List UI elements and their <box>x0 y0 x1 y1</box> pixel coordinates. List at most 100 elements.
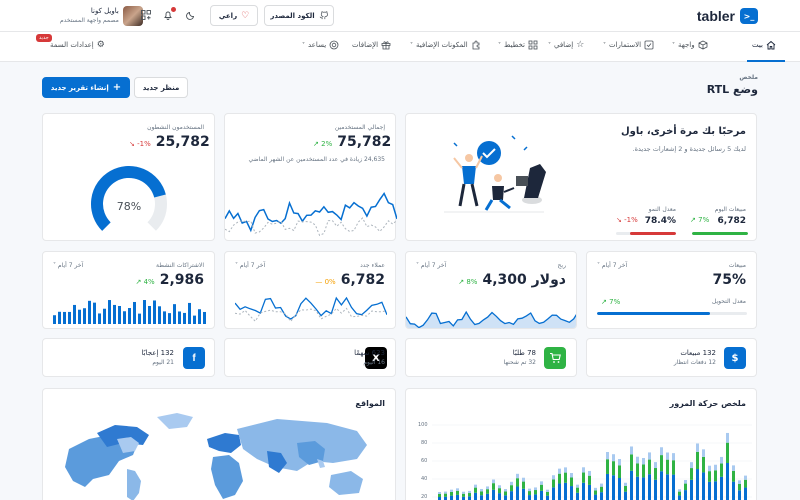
traffic-bar-segment <box>588 470 591 476</box>
bell-icon[interactable] <box>163 10 173 20</box>
new-view-button[interactable]: منظر جديد <box>134 77 188 98</box>
traffic-bar-segment <box>474 492 477 500</box>
gauge-percent-label: 78% <box>116 200 142 213</box>
nav-item-addons[interactable]: الإضافات <box>352 40 391 50</box>
main-nav: بيت ˅ واجهة ˅ الاستمارات ˅ إضافي ☆ ˅ تخط… <box>0 32 800 62</box>
source-code-label: الكود المصدر <box>270 11 315 20</box>
page-header: ملخص وضع RTL <box>707 74 758 96</box>
traffic-bar-segment <box>666 452 669 460</box>
mini-orders-line1: 78 طلبًا <box>512 349 536 357</box>
apps-icon[interactable] <box>141 10 151 20</box>
traffic-bar-segment <box>630 454 633 471</box>
chevron-down-icon: ˅ <box>302 41 305 49</box>
nav-item-forms[interactable]: ˅ الاستمارات <box>603 40 654 50</box>
nav-theme-label: إعدادات السمة <box>50 41 94 49</box>
traffic-bar-segment <box>510 485 513 492</box>
github-icon <box>319 11 328 20</box>
traffic-bar-segment <box>624 482 627 486</box>
traffic-bar-segment <box>504 491 507 496</box>
traffic-bar-segment <box>726 462 729 500</box>
traffic-bar-segment <box>642 457 645 465</box>
period-dropdown[interactable]: ˅ آخر 7 أيام <box>53 262 83 269</box>
subs-bar <box>173 304 176 324</box>
welcome-title: مرحبًا بك مرة أخرى، باول <box>621 126 746 137</box>
traffic-bar-segment <box>576 484 579 488</box>
traffic-bar-segment <box>594 494 597 500</box>
layout-grid-icon <box>528 40 538 50</box>
user-menu[interactable]: باويل كونا مصمم واجهة المستخدم <box>60 6 143 26</box>
traffic-bar-segment <box>522 477 525 482</box>
traffic-bar-segment <box>708 465 711 472</box>
nav-item-extra[interactable]: ˅ إضافي ☆ <box>548 40 584 50</box>
nav-item-interface[interactable]: ˅ واجهة <box>672 40 708 50</box>
notification-dot <box>171 7 176 12</box>
trend-down-icon: ↘ <box>616 216 622 224</box>
period-dropdown[interactable]: ˅ آخر 7 أيام <box>235 262 265 269</box>
traffic-bar-segment <box>510 481 513 486</box>
traffic-bar-segment <box>438 497 441 500</box>
traffic-bar-segment <box>474 484 477 488</box>
trend-up-icon: ↗ <box>135 278 142 286</box>
traffic-bar-segment <box>504 489 507 492</box>
traffic-bar-segment <box>558 483 561 500</box>
brand[interactable]: tabler >_ <box>697 8 758 24</box>
period-dropdown[interactable]: ˅ آخر 7 أيام <box>597 262 627 269</box>
traffic-bar-segment <box>732 465 735 471</box>
today-sales-value: 6,782 <box>717 216 746 226</box>
active-users-stat: ↘ -1% 25,782 <box>129 134 210 150</box>
traffic-bar-segment <box>690 462 693 469</box>
nav-interface-label: واجهة <box>678 41 695 49</box>
traffic-bar-segment <box>672 453 675 461</box>
nav-item-plugins[interactable]: ˅ المكونات الإضافية <box>410 40 481 50</box>
subs-bar <box>78 309 81 324</box>
traffic-bar-segment <box>570 477 573 487</box>
nav-help-label: يساعد <box>308 41 327 49</box>
traffic-bar-segment <box>654 479 657 500</box>
traffic-bar-segment <box>450 491 453 496</box>
mini-shares-line2: 16 اليوم <box>363 359 385 366</box>
traffic-bar-segment <box>552 487 555 500</box>
lifebuoy-icon <box>329 40 339 50</box>
traffic-bar-segment <box>660 447 663 456</box>
subs-bar <box>198 309 201 324</box>
nav-item-theme-settings[interactable]: إعدادات السمة ⚙ <box>50 40 105 50</box>
traffic-bar-segment <box>702 472 705 500</box>
traffic-bar-segment <box>690 468 693 480</box>
revenue-change: 8% <box>466 278 478 286</box>
subs-bar <box>63 311 66 324</box>
trend-up-icon: ↗ <box>458 278 465 286</box>
create-report-button[interactable]: إنشاء تقرير جديد + <box>42 77 130 98</box>
chevron-down-icon: ˅ <box>548 41 551 49</box>
traffic-bar-segment <box>582 472 585 483</box>
nav-extra-label: إضافي <box>554 41 574 49</box>
subs-bar <box>188 302 191 324</box>
source-code-button[interactable]: الكود المصدر <box>264 5 334 26</box>
traffic-bar-segment <box>558 473 561 484</box>
total-users-stat: ↗ 2% 75,782 <box>313 134 391 150</box>
active-subs-bar-chart <box>53 300 206 324</box>
nav-item-home[interactable]: بيت <box>752 40 776 50</box>
traffic-bar-segment <box>720 456 723 464</box>
traffic-bar-segment <box>624 491 627 500</box>
new-clients-label: عملاء جدد <box>360 262 385 269</box>
traffic-bar-segment <box>456 494 459 500</box>
traffic-bar-segment <box>492 483 495 490</box>
nav-item-help[interactable]: ˅ يساعد <box>302 40 339 50</box>
subs-bar <box>108 300 111 324</box>
active-subs-label: الاشتراكات النشطة <box>156 262 204 269</box>
traffic-bar-segment <box>492 489 495 500</box>
nav-item-layout[interactable]: ˅ تخطيط <box>498 40 538 50</box>
period-dropdown[interactable]: ˅ آخر 7 أيام <box>416 262 446 269</box>
moon-icon[interactable] <box>186 10 196 20</box>
today-sales-stat: مبيعات اليوم ↗ 7% 6,782 <box>690 206 746 226</box>
growth-bar <box>616 232 676 235</box>
traffic-bar-segment <box>570 486 573 500</box>
user-name: باويل كونا <box>90 7 119 15</box>
subs-bar <box>113 304 116 324</box>
traffic-bar-segment <box>678 495 681 500</box>
traffic-bar-segment <box>534 490 537 495</box>
traffic-bar-segment <box>726 442 729 463</box>
star-icon: ☆ <box>576 40 585 50</box>
sponsor-button[interactable]: راعي ♡ <box>210 5 258 26</box>
period-label: آخر 7 أيام <box>601 262 628 269</box>
